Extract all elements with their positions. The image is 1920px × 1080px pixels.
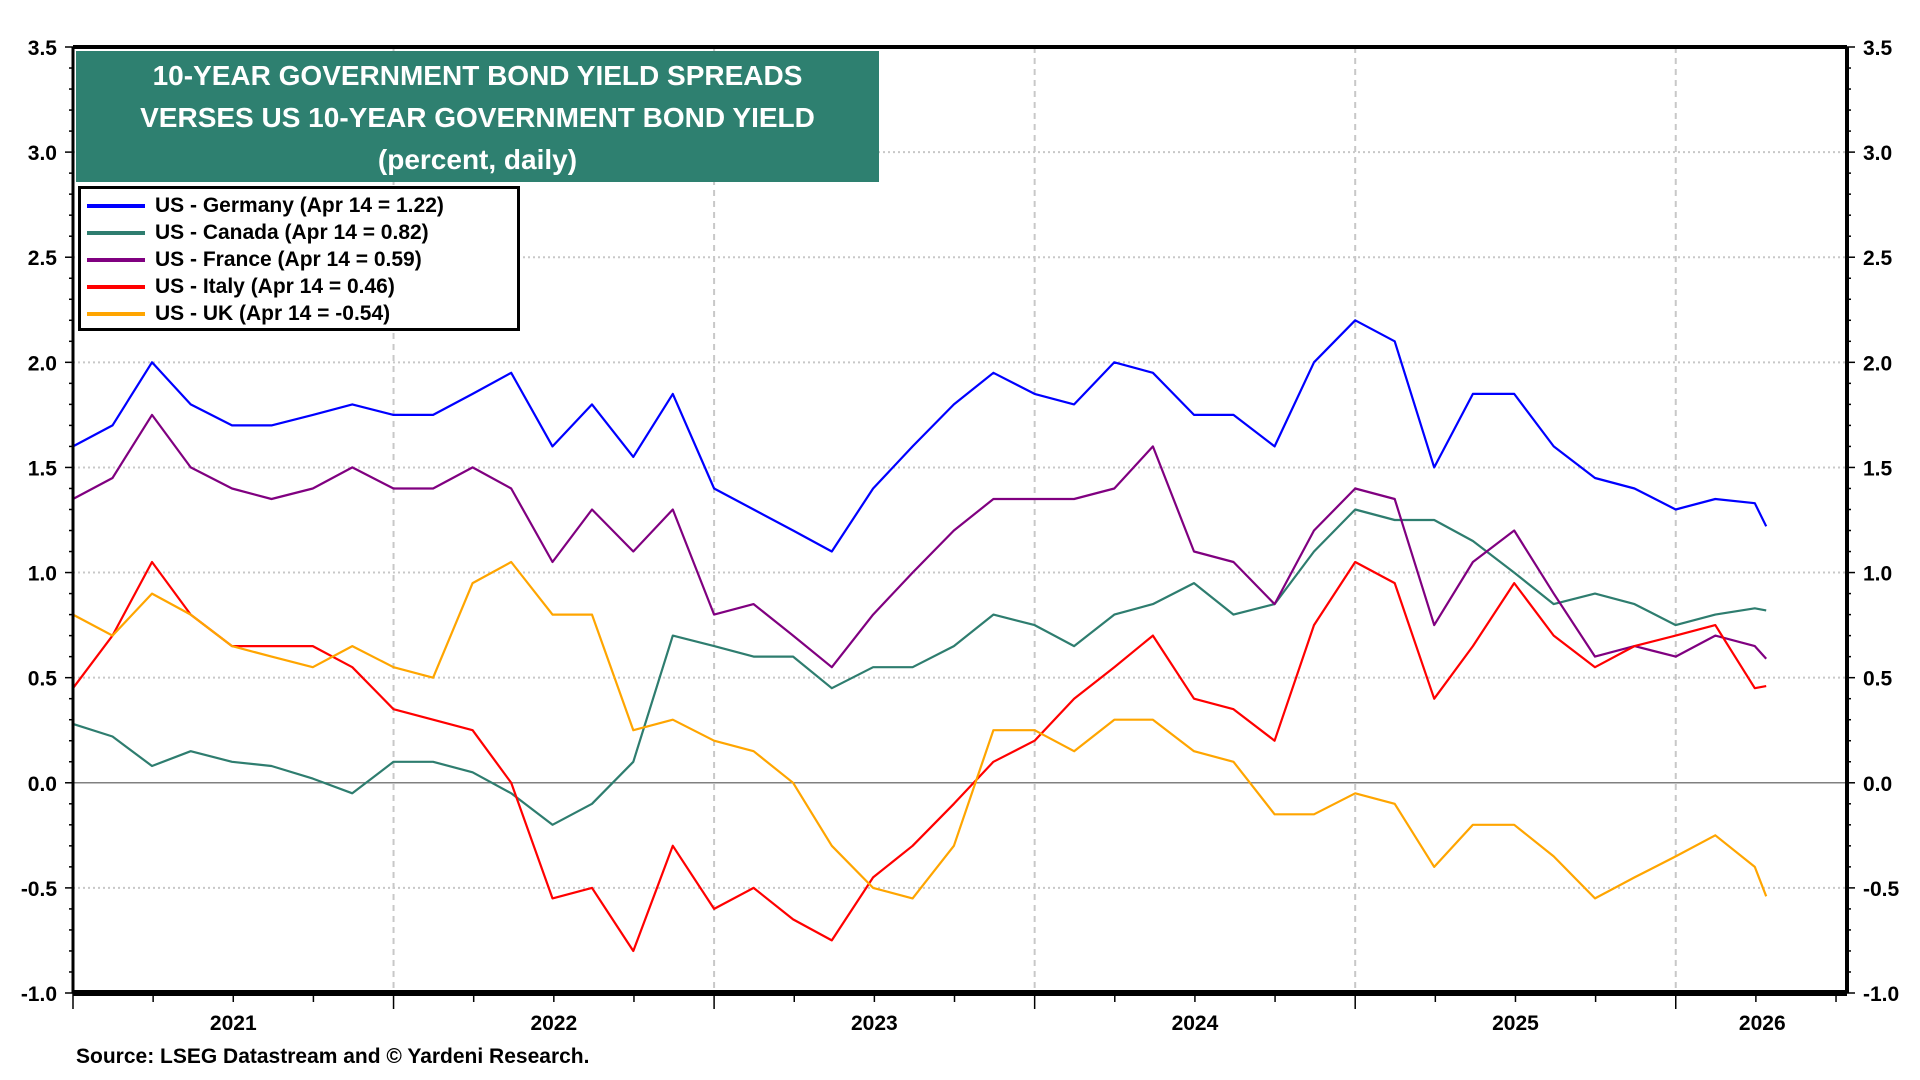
y-tick-label-left: 2.0 — [28, 352, 57, 375]
legend: US - Germany (Apr 14 = 1.22) US - Canada… — [78, 186, 520, 331]
x-tick-label: 2025 — [1492, 1012, 1539, 1035]
series-line-1 — [72, 508, 1767, 826]
y-tick-label-left: 3.5 — [28, 37, 58, 60]
legend-swatch — [87, 284, 145, 289]
y-tick-label-right: 3.0 — [1863, 142, 1892, 165]
y-tick-label-right: 2.0 — [1863, 352, 1892, 375]
series-line-3 — [72, 560, 1767, 953]
x-tick-label: 2026 — [1739, 1012, 1786, 1035]
source-note: Source: LSEG Datastream and © Yardeni Re… — [76, 1045, 590, 1068]
legend-item-uk: US - UK (Apr 14 = -0.54) — [81, 300, 517, 327]
legend-item-italy: US - Italy (Apr 14 = 0.46) — [81, 273, 517, 300]
series-line-0 — [72, 319, 1768, 553]
chart-subtitle-line-2: (percent, daily) — [377, 144, 578, 175]
legend-swatch — [87, 257, 145, 262]
legend-swatch — [87, 311, 145, 316]
y-tick-label-right: 1.0 — [1863, 563, 1892, 586]
legend-label: US - Italy (Apr 14 = 0.46) — [155, 274, 395, 298]
x-tick-label: 2024 — [1172, 1012, 1219, 1035]
legend-item-canada: US - Canada (Apr 14 = 0.82) — [81, 219, 517, 246]
x-tick-label: 2022 — [530, 1012, 577, 1035]
legend-label: US - France (Apr 14 = 0.59) — [155, 247, 422, 271]
x-tick-label: 2023 — [851, 1012, 898, 1035]
y-tick-label-right: 3.5 — [1863, 37, 1893, 60]
x-tick-label: 2021 — [210, 1012, 257, 1035]
y-tick-label-right: 0.0 — [1863, 773, 1892, 796]
y-tick-label-right: -0.5 — [1863, 878, 1900, 901]
y-tick-label-left: 1.5 — [28, 457, 58, 480]
y-tick-label-left: 0.5 — [28, 668, 58, 691]
y-tick-label-left: -1.0 — [21, 983, 57, 1006]
y-tick-label-left: 3.0 — [28, 142, 57, 165]
y-tick-label-left: 0.0 — [28, 773, 57, 796]
chart-title: 10-YEAR GOVERNMENT BOND YIELD SPREADS — [152, 60, 803, 91]
y-tick-label-left: 2.5 — [28, 247, 58, 270]
y-tick-label-right: -1.0 — [1863, 983, 1899, 1006]
y-tick-label-right: 1.5 — [1863, 457, 1893, 480]
y-tick-label-right: 2.5 — [1863, 247, 1893, 270]
y-tick-label-left: 1.0 — [28, 563, 57, 586]
chart-title-box: 10-YEAR GOVERNMENT BOND YIELD SPREADS VE… — [76, 51, 879, 182]
series-line-2 — [72, 413, 1768, 669]
legend-label: US - Canada (Apr 14 = 0.82) — [155, 220, 429, 244]
series-line-4 — [72, 560, 1768, 900]
y-tick-label-right: 0.5 — [1863, 668, 1893, 691]
legend-label: US - Germany (Apr 14 = 1.22) — [155, 193, 444, 217]
legend-swatch — [87, 230, 145, 235]
legend-label: US - UK (Apr 14 = -0.54) — [155, 301, 391, 325]
y-tick-label-left: -0.5 — [21, 878, 58, 901]
chart-subtitle-line-1: VERSES US 10-YEAR GOVERNMENT BOND YIELD — [140, 102, 815, 133]
legend-swatch — [87, 203, 145, 208]
legend-item-france: US - France (Apr 14 = 0.59) — [81, 246, 517, 273]
legend-item-germany: US - Germany (Apr 14 = 1.22) — [81, 192, 517, 219]
